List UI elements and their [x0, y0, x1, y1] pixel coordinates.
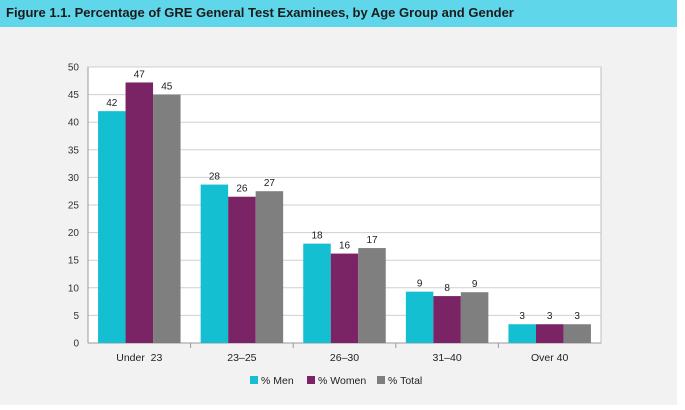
legend-swatch [307, 376, 315, 384]
bar [255, 191, 284, 343]
data-label: 3 [574, 311, 580, 322]
data-label: 8 [444, 283, 450, 294]
y-tick-label: 10 [68, 283, 80, 294]
bar [303, 243, 331, 343]
bar [153, 94, 181, 343]
data-label: 28 [209, 172, 221, 183]
bar [358, 248, 386, 343]
legend-label: % Women [318, 375, 366, 387]
data-label: 16 [339, 241, 351, 252]
legend-swatch [250, 376, 258, 384]
data-label: 3 [519, 311, 525, 322]
bar [125, 82, 154, 344]
x-tick-label: 26–30 [330, 352, 359, 364]
bar [433, 296, 461, 343]
bar [508, 324, 536, 343]
legend-label: % Total [388, 375, 422, 387]
data-label: 27 [264, 178, 276, 189]
bar [228, 196, 256, 343]
x-tick-label: 23–25 [227, 352, 256, 364]
legend-swatch [377, 376, 385, 384]
data-label: 9 [417, 279, 423, 290]
data-label: 45 [161, 82, 173, 93]
bar [98, 111, 126, 343]
data-label: 47 [134, 69, 146, 80]
y-tick-label: 5 [73, 311, 79, 322]
x-tick-label: Under 23 [116, 352, 162, 364]
data-label: 3 [547, 311, 553, 322]
y-tick-label: 40 [68, 118, 80, 129]
bar [330, 253, 359, 343]
bar [200, 184, 229, 343]
y-tick-label: 30 [68, 173, 80, 184]
bar [405, 291, 434, 343]
bar [563, 324, 591, 343]
y-tick-label: 0 [73, 339, 79, 350]
data-label: 17 [366, 235, 378, 246]
data-label: 42 [106, 98, 118, 109]
x-tick-label: Over 40 [531, 352, 569, 364]
data-label: 26 [236, 184, 248, 195]
data-label: 9 [472, 279, 478, 290]
y-tick-label: 20 [68, 228, 80, 239]
y-tick-label: 25 [68, 201, 80, 212]
y-tick-label: 45 [68, 90, 80, 101]
legend-label: % Men [261, 375, 294, 387]
title-bar: Figure 1.1. Percentage of GRE General Te… [0, 0, 677, 27]
y-tick-label: 15 [68, 256, 80, 267]
x-tick-label: 31–40 [432, 352, 461, 364]
y-tick-label: 50 [68, 63, 80, 74]
chart-title: Figure 1.1. Percentage of GRE General Te… [6, 5, 514, 20]
bar [535, 324, 564, 343]
data-label: 18 [311, 231, 323, 242]
bar [460, 292, 489, 343]
y-tick-label: 35 [68, 145, 80, 156]
